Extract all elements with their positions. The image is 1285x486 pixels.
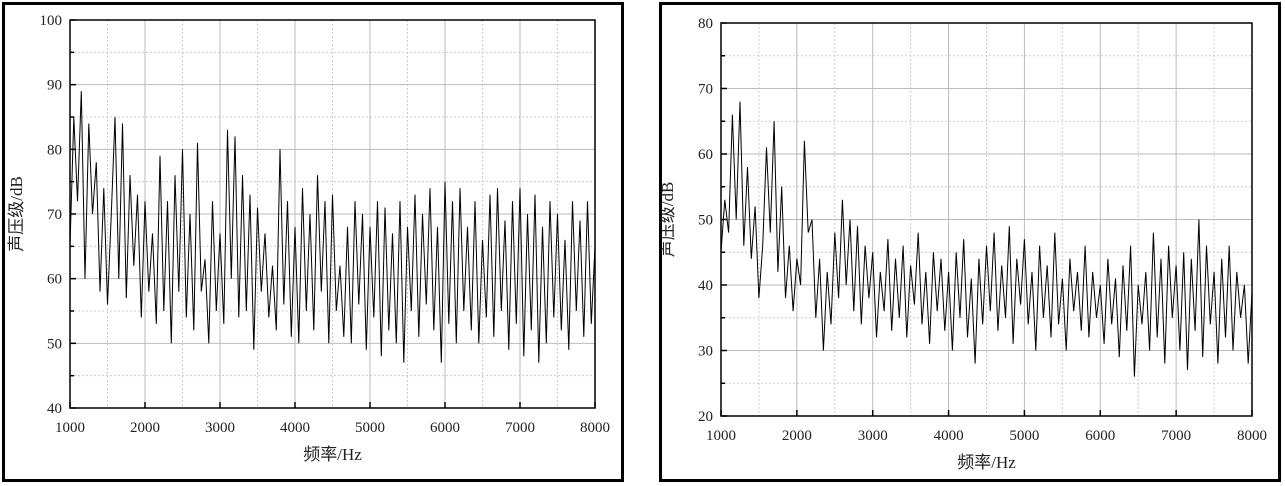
y-tick-label: 90 bbox=[47, 78, 62, 94]
x-tick-label: 4000 bbox=[280, 420, 310, 436]
y-tick-label: 40 bbox=[47, 401, 62, 417]
y-tick-label: 60 bbox=[47, 272, 62, 288]
x-tick-label: 1000 bbox=[706, 428, 736, 444]
y-tick-label: 80 bbox=[698, 16, 713, 32]
y-tick-label: 30 bbox=[698, 344, 713, 360]
x-tick-label: 7000 bbox=[1161, 428, 1191, 444]
x-tick-label: 6000 bbox=[1085, 428, 1115, 444]
x-tick-label: 3000 bbox=[858, 428, 888, 444]
y-tick-label: 50 bbox=[47, 336, 62, 352]
x-tick-label: 2000 bbox=[130, 420, 160, 436]
x-tick-label: 7000 bbox=[505, 420, 535, 436]
data-series-line bbox=[720, 101, 1253, 377]
x-tick-label: 4000 bbox=[934, 428, 964, 444]
y-tick-label: 70 bbox=[47, 207, 62, 223]
chart-panel-right: 1000 2000 3000 4000 5000 6000 7000 8000 20 30 40 50… bbox=[659, 2, 1281, 482]
y-axis-label: 声压级/dB bbox=[7, 176, 26, 252]
y-tick-label: 50 bbox=[698, 213, 713, 229]
x-tick-label: 8000 bbox=[1237, 428, 1267, 444]
chart-panel-left: 1000 2000 3000 4000 5000 6000 7000 8000 40 50 60 70… bbox=[2, 2, 624, 482]
line-chart-right: 1000 2000 3000 4000 5000 6000 7000 8000 20 30 40 50… bbox=[662, 16, 1267, 472]
y-tick-label: 80 bbox=[47, 142, 62, 158]
x-axis-label: 频率/Hz bbox=[957, 453, 1016, 472]
x-tick-label: 8000 bbox=[580, 420, 610, 436]
x-axis-label: 频率/Hz bbox=[303, 445, 362, 464]
x-tick-label: 5000 bbox=[355, 420, 385, 436]
y-tick-label: 70 bbox=[698, 82, 713, 98]
y-tick-label: 100 bbox=[40, 13, 63, 29]
x-tick-label: 2000 bbox=[782, 428, 812, 444]
x-tick-label: 6000 bbox=[430, 420, 460, 436]
x-tick-label: 5000 bbox=[1009, 428, 1039, 444]
line-chart-left: 1000 2000 3000 4000 5000 6000 7000 8000 40 50 60 70… bbox=[7, 13, 610, 464]
x-tick-label: 3000 bbox=[205, 420, 235, 436]
y-tick-label: 40 bbox=[698, 278, 713, 294]
y-axis-label: 声压级/dB bbox=[662, 182, 677, 258]
data-series-line bbox=[69, 91, 596, 363]
x-tick-label: 1000 bbox=[55, 420, 85, 436]
plot-frame bbox=[720, 22, 1253, 417]
y-tick-label: 60 bbox=[698, 147, 713, 163]
plot-frame bbox=[69, 19, 596, 409]
y-tick-label: 20 bbox=[698, 409, 713, 425]
